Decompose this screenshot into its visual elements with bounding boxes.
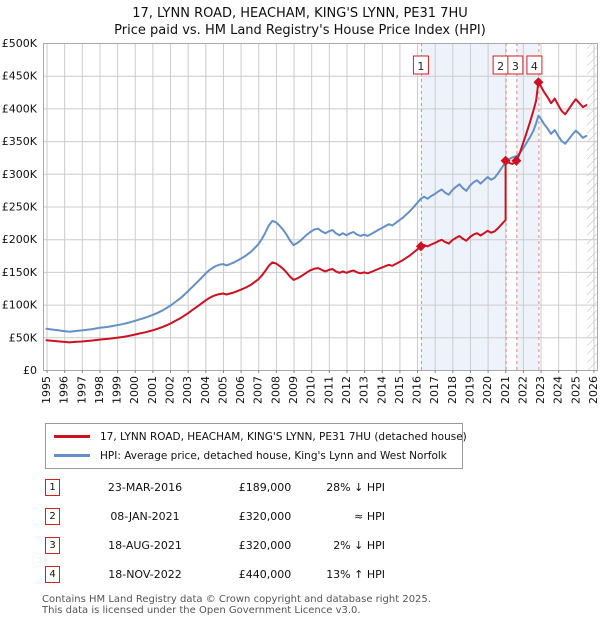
y-axis-label: £100K (2, 299, 38, 312)
x-axis-year-label: 2005 (216, 376, 229, 404)
x-axis-year-label: 2015 (393, 376, 406, 404)
x-axis-year-label: 2010 (305, 376, 318, 404)
transaction-diamond-marker (500, 155, 511, 166)
x-axis-year-label: 2003 (181, 376, 194, 404)
x-axis-year-label: 2025 (569, 376, 582, 404)
transaction-hpi-delta: ≈ HPI (354, 509, 385, 523)
x-axis-year-label: 1999 (111, 376, 124, 404)
x-axis-year-label: 2007 (252, 376, 265, 404)
table-row: 2 08-JAN-2021 £320,000 ≈ HPI (45, 507, 600, 525)
transaction-price: £440,000 (238, 567, 292, 581)
price-hpi-chart: 1 2 3 4 £0 £50K £100K £150K £200K £250K £300K £350K… (2, 39, 600, 404)
page-title: 17, LYNN ROAD, HEACHAM, KING'S LYNN, PE3… (0, 0, 600, 39)
transaction-hpi-delta: 13% ↑ HPI (326, 567, 385, 581)
x-axis-year-label: 2008 (269, 376, 282, 404)
x-axis-year-label: 1998 (93, 376, 106, 404)
transaction-marker-box (526, 55, 543, 75)
x-axis-year-label: 2001 (146, 376, 159, 404)
x-axis-year-label: 2016 (411, 376, 424, 404)
x-axis-year-label: 2021 (499, 376, 512, 404)
x-axis-year-label: 2012 (340, 376, 353, 404)
x-axis-year-label: 2006 (234, 376, 247, 404)
x-axis-year-label: 2017 (428, 376, 441, 404)
transaction-price: £320,000 (238, 538, 292, 552)
transaction-number-badge: 4 (45, 565, 60, 583)
transaction-number-badge: 1 (45, 478, 60, 496)
y-axis-label: £350K (2, 135, 38, 148)
legend-item-price: 17, LYNN ROAD, HEACHAM, KING'S LYNN, PE3… (54, 427, 467, 446)
license-footer: Contains HM Land Registry data © Crown c… (42, 594, 600, 616)
y-axis-label: £250K (2, 201, 38, 214)
x-axis-year-label: 2011 (322, 376, 335, 404)
transaction-diamond-marker (533, 77, 544, 88)
table-row: 3 18-AUG-2021 £320,000 2% ↓ HPI (45, 536, 600, 554)
table-row: 1 23-MAR-2016 £189,000 28% ↓ HPI (45, 478, 600, 496)
transaction-date: 18-NOV-2022 (108, 567, 182, 581)
transaction-marker-number: 3 (512, 60, 519, 73)
legend-label-price: 17, LYNN ROAD, HEACHAM, KING'S LYNN, PE3… (100, 430, 467, 443)
x-axis-year-label: 2020 (481, 376, 494, 404)
transaction-marker-number: 1 (417, 60, 424, 73)
x-axis-year-label: 2023 (534, 376, 547, 404)
title-address: 17, LYNN ROAD, HEACHAM, KING'S LYNN, PE3… (132, 6, 468, 21)
x-axis-year-label: 2002 (164, 376, 177, 404)
transaction-price: £320,000 (238, 509, 292, 523)
legend-label-hpi: HPI: Average price, detached house, King… (100, 449, 447, 462)
table-row: 4 18-NOV-2022 £440,000 13% ↑ HPI (45, 565, 600, 583)
transaction-marker-box (412, 55, 429, 75)
y-axis-label: £50K (9, 331, 38, 344)
transaction-diamond-marker (415, 241, 426, 252)
x-axis-year-label: 1995 (40, 376, 53, 404)
transaction-table: 1 23-MAR-2016 £189,000 28% ↓ HPI 2 08-JA… (45, 478, 600, 583)
y-axis-label: £450K (2, 70, 38, 83)
plot-border (43, 43, 598, 371)
transaction-number-badge: 3 (45, 536, 60, 554)
transaction-date: 08-JAN-2021 (110, 509, 180, 523)
price-paid-line (45, 81, 588, 344)
transaction-date: 23-MAR-2016 (107, 480, 183, 494)
transaction-diamond-marker (511, 155, 522, 166)
title-subtitle: Price paid vs. HM Land Registry's House … (114, 23, 486, 38)
x-axis-year-label: 2022 (516, 376, 529, 404)
y-axis-label: £0 (23, 364, 37, 377)
y-axis-label: £500K (2, 39, 38, 50)
hpi-line-swatch (54, 454, 90, 457)
transaction-hpi-delta: 28% ↓ HPI (326, 480, 385, 494)
y-axis-label: £200K (2, 233, 38, 246)
x-axis-year-label: 1996 (58, 376, 71, 404)
transaction-number-badge: 2 (45, 507, 60, 525)
price-line-swatch (54, 435, 90, 438)
x-axis-year-label: 2000 (128, 376, 141, 404)
x-axis-year-label: 2009 (287, 376, 300, 404)
transaction-price: £189,000 (238, 480, 292, 494)
transaction-hpi-delta: 2% ↓ HPI (333, 538, 385, 552)
license-line-1: Contains HM Land Registry data © Crown c… (42, 594, 431, 605)
y-axis-label: £400K (2, 102, 38, 115)
x-axis-year-label: 2019 (463, 376, 476, 404)
transaction-marker-number: 2 (497, 60, 504, 73)
y-axis-label: £300K (2, 168, 38, 181)
transaction-date: 18-AUG-2021 (108, 538, 182, 552)
hpi-line (45, 114, 588, 333)
legend-item-hpi: HPI: Average price, detached house, King… (54, 446, 454, 465)
x-axis-year-label: 2004 (199, 376, 212, 404)
license-line-2: This data is licensed under the Open Gov… (42, 605, 361, 616)
x-axis-year-label: 2026 (587, 376, 600, 404)
transaction-marker-box (507, 55, 524, 75)
y-axis-label: £150K (2, 266, 38, 279)
x-axis-year-label: 2014 (375, 376, 388, 404)
x-axis-year-label: 1997 (75, 376, 88, 404)
legend: 17, LYNN ROAD, HEACHAM, KING'S LYNN, PE3… (45, 423, 467, 469)
x-axis-ticks (46, 370, 595, 373)
transaction-marker-number: 4 (531, 60, 538, 73)
x-axis-year-label: 2013 (358, 376, 371, 404)
x-axis-year-label: 2018 (446, 376, 459, 404)
grid (43, 43, 597, 371)
x-axis-year-label: 2024 (552, 376, 565, 404)
